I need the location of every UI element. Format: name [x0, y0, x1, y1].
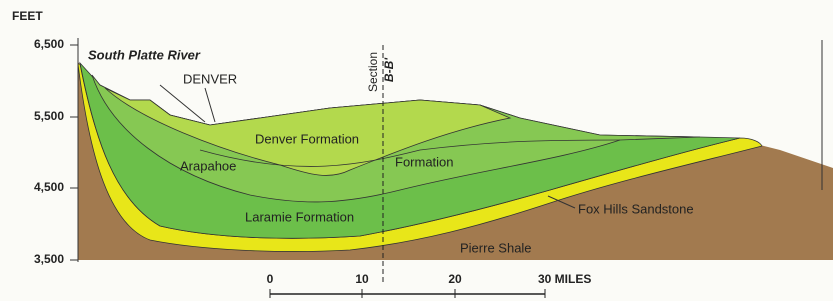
scale-label: 10 [355, 272, 369, 286]
formation-label: Pierre Shale [460, 240, 532, 255]
formation-label: Denver Formation [255, 131, 359, 146]
river-label: South Platte River [88, 47, 201, 62]
formation-label: Fox Hills Sandstone [578, 201, 694, 216]
section-word: Section [366, 52, 380, 92]
tick-label: 3,500 [34, 252, 64, 266]
tick-label: 4,500 [34, 180, 64, 194]
cross-section: FEET 6,500 5,500 4,500 3,500 Section B-B… [0, 0, 833, 301]
scale-label: 20 [448, 272, 462, 286]
formation-label: Laramie Formation [245, 209, 354, 224]
formation-label: Formation [395, 154, 454, 169]
tick-label: 5,500 [34, 109, 64, 123]
formation-label: Arapahoe [180, 158, 236, 173]
axis-unit: FEET [12, 9, 43, 23]
city-label: DENVER [183, 71, 237, 86]
tick-label: 6,500 [34, 37, 64, 51]
scale-label: 0 [267, 272, 274, 286]
section-id: B-B' [382, 57, 396, 82]
scale-label: 30 MILES [538, 272, 591, 286]
